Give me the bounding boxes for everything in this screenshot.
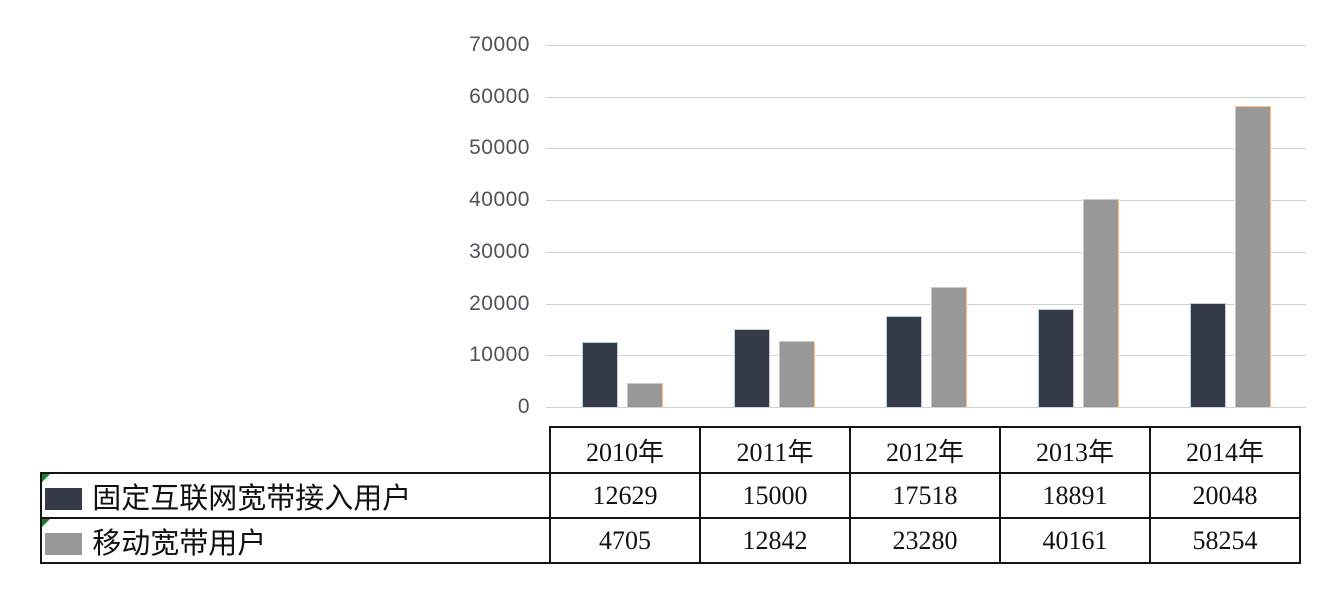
value-cell: 18891 [999, 472, 1151, 519]
bar-fixed-2013年 [1037, 309, 1074, 407]
bar-mobile-2011年 [778, 340, 815, 407]
y-axis-tick-label: 70000 [469, 33, 530, 56]
value-cell: 20048 [1149, 472, 1301, 519]
bar-fixed-2011年 [733, 329, 770, 407]
value-cell: 15000 [699, 472, 851, 519]
table-corner-blank [41, 427, 550, 473]
y-axis-tick-label: 30000 [469, 240, 530, 263]
y-axis-tick-label: 50000 [469, 136, 530, 159]
gridline [546, 252, 1306, 253]
gridline [546, 304, 1306, 305]
data-table: 2010年 2011年 2012年 2013年 2014年 固定互联网宽带接入用… [40, 426, 1301, 564]
bar-fixed-2012年 [885, 316, 922, 407]
bar-mobile-2014年 [1234, 105, 1271, 407]
legend-swatch-fixed [45, 487, 82, 510]
gridline [546, 148, 1306, 149]
bar-fixed-2010年 [581, 341, 618, 407]
table-header-row: 2010年 2011年 2012年 2013年 2014年 [41, 426, 1301, 474]
legend-swatch-mobile [45, 532, 82, 555]
cell-corner-flag-icon [43, 475, 50, 482]
value-cell: 23280 [849, 517, 1001, 564]
bar-mobile-2010年 [626, 382, 663, 407]
gridline [546, 45, 1306, 46]
gridline [546, 200, 1306, 201]
bar-mobile-2012年 [930, 286, 967, 407]
value-cell: 17518 [849, 472, 1001, 519]
value-cell: 4705 [549, 517, 701, 564]
year-header: 2011年 [699, 426, 851, 474]
value-cell: 58254 [1149, 517, 1301, 564]
bar-fixed-2014年 [1189, 303, 1226, 407]
value-cell: 40161 [999, 517, 1151, 564]
legend-cell-mobile-broadband: 移动宽带用户 [40, 517, 551, 564]
y-axis-tick-label: 40000 [469, 188, 530, 211]
y-axis-tick-label: 10000 [469, 343, 530, 366]
table-row-mobile-broadband: 移动宽带用户 4705 12842 23280 40161 58254 [40, 517, 1301, 564]
value-cell: 12629 [549, 472, 701, 519]
y-axis-tick-label: 0 [517, 395, 530, 418]
y-axis-tick-label: 60000 [469, 85, 530, 108]
year-header: 2013年 [999, 426, 1151, 474]
legend-label: 固定互联网宽带接入用户 [92, 482, 412, 515]
gridline [546, 355, 1306, 356]
bar-mobile-2013年 [1082, 199, 1119, 407]
table-row-fixed-broadband: 固定互联网宽带接入用户 12629 15000 17518 18891 2004… [40, 472, 1301, 519]
gridline-baseline [546, 407, 1306, 408]
cell-corner-flag-icon [43, 520, 50, 527]
year-header: 2012年 [849, 426, 1001, 474]
legend-label: 移动宽带用户 [92, 527, 267, 560]
y-axis-tick-label: 20000 [469, 292, 530, 315]
value-cell: 12842 [699, 517, 851, 564]
year-header: 2014年 [1149, 426, 1301, 474]
year-header: 2010年 [549, 426, 701, 474]
gridline [546, 97, 1306, 98]
legend-cell-fixed-broadband: 固定互联网宽带接入用户 [40, 472, 551, 519]
